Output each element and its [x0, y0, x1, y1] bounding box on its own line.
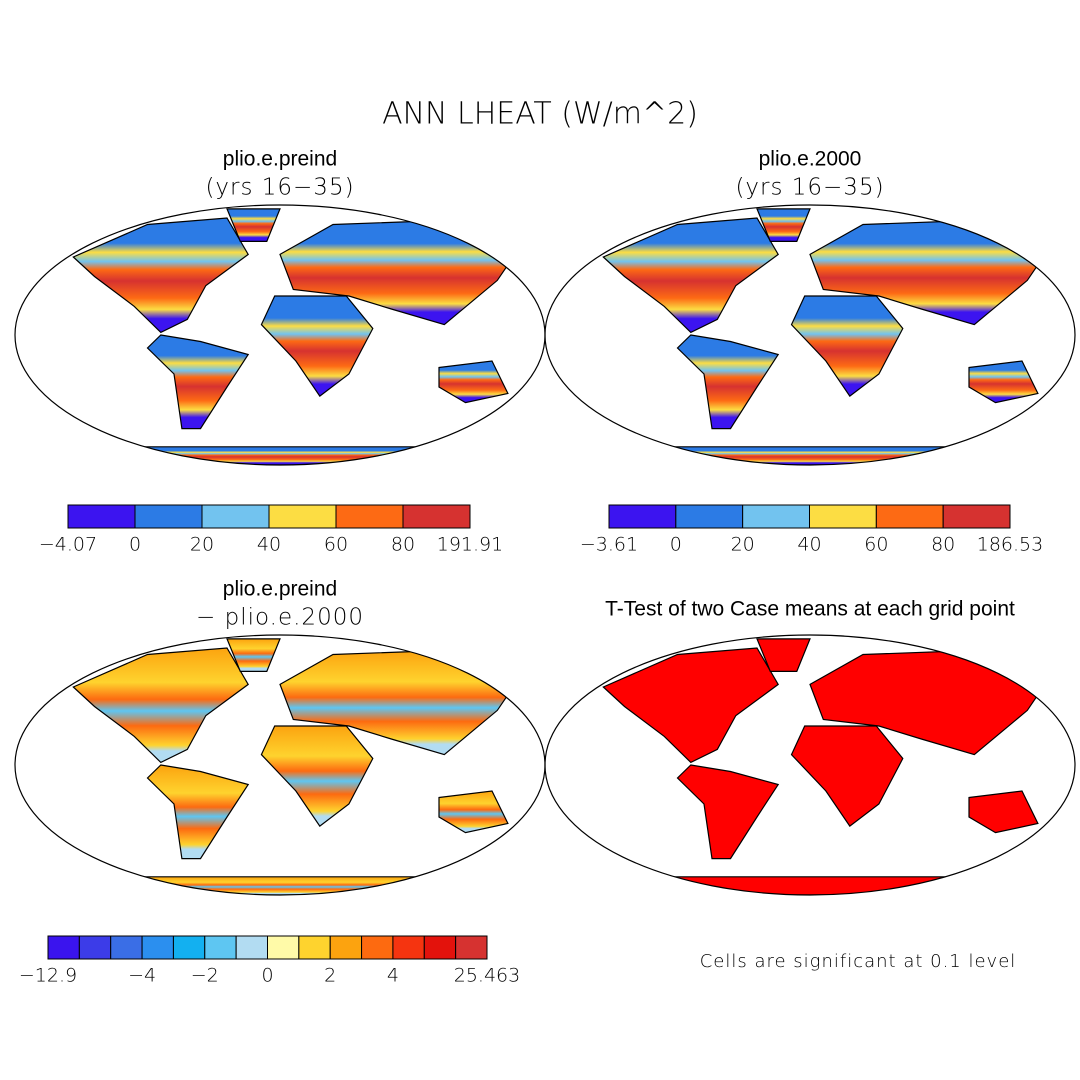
land [790, 295, 904, 397]
land [438, 360, 509, 404]
land [676, 764, 780, 860]
land [89, 446, 471, 465]
colorbar-label: 60 [864, 534, 888, 556]
map-border [544, 634, 1076, 896]
panel-title: T-Test of two Case means at each grid po… [605, 598, 1015, 621]
colorbar-box [392, 935, 425, 960]
land [676, 334, 780, 430]
land [790, 725, 904, 827]
colorbar-label: 60 [324, 534, 348, 556]
colorbar-box [172, 935, 206, 960]
land [756, 208, 811, 242]
colorbar-box [47, 935, 80, 960]
figure-title: ANN LHEAT (W/m^2) [382, 97, 698, 132]
colorbar-label: 80 [931, 534, 955, 556]
panel-title: plio.e.preind [223, 578, 337, 601]
land [968, 790, 1039, 834]
land [72, 217, 249, 334]
land [279, 219, 525, 326]
land [438, 790, 509, 834]
colorbar-label: 20 [190, 534, 214, 556]
land [72, 647, 249, 764]
colorbar-box [455, 935, 488, 960]
panel-subtitle: (yrs 16−35) [735, 175, 884, 201]
colorbar-label: 4 [387, 965, 399, 987]
colorbar-label: −2 [191, 965, 219, 987]
panel-note: Cells are significant at 0.1 level [700, 951, 1017, 972]
land [279, 649, 525, 756]
colorbar-box [78, 935, 112, 960]
land [619, 876, 1001, 895]
land [619, 446, 1001, 465]
land [89, 876, 471, 895]
colorbar-label: 0 [261, 965, 273, 987]
colorbar-box [204, 935, 237, 960]
land [146, 334, 250, 430]
colorbar-box [809, 504, 877, 529]
colorbar-label: 20 [731, 534, 755, 556]
land [756, 638, 811, 673]
colorbar-box [201, 504, 270, 529]
land [226, 638, 281, 673]
colorbar-label: 25.463 [454, 965, 520, 987]
colorbar-label: −4 [128, 965, 156, 987]
colorbar-label: 0 [129, 534, 141, 556]
colorbar-box [942, 504, 1011, 529]
land [226, 208, 281, 242]
land [968, 360, 1039, 404]
map [72, 208, 525, 465]
colorbar-box [134, 504, 203, 529]
land [260, 295, 374, 397]
land [809, 219, 1055, 326]
colorbar-box [402, 504, 471, 529]
panel-title: plio.e.preind [223, 148, 337, 171]
colorbar-label: 186.53 [977, 534, 1043, 556]
colorbar-box [268, 504, 337, 529]
colorbar-box [110, 935, 143, 960]
land [260, 725, 374, 827]
colorbar-label: −4.07 [39, 534, 97, 556]
colorbar-label: 40 [797, 534, 821, 556]
colorbar-label: 40 [257, 534, 281, 556]
land [602, 647, 779, 764]
land [146, 764, 250, 860]
map-border [544, 204, 1076, 466]
colorbar-box [361, 935, 394, 960]
map [602, 208, 1055, 465]
land [809, 649, 1055, 756]
colorbar-box [875, 504, 944, 529]
colorbar-box [335, 504, 404, 529]
colorbar-label: −12.9 [19, 965, 77, 987]
colorbar-box [141, 935, 174, 960]
land [602, 217, 779, 334]
colorbar-label: 0 [670, 534, 682, 556]
colorbar-label: 80 [391, 534, 415, 556]
map [72, 638, 525, 895]
colorbar-box [742, 504, 811, 529]
colorbar-box [423, 935, 457, 960]
colorbar-box [235, 935, 268, 960]
colorbar-box [329, 935, 363, 960]
colorbar-box [67, 504, 136, 529]
colorbar-box [298, 935, 331, 960]
colorbar-label: 191.91 [437, 534, 503, 556]
panel-title: plio.e.2000 [759, 148, 862, 171]
map [602, 638, 1055, 895]
colorbar-box [608, 504, 677, 529]
colorbar-label: −3.61 [580, 534, 638, 556]
colorbar-box [675, 504, 744, 529]
colorbar-label: 2 [324, 965, 336, 987]
colorbar-box [267, 935, 300, 960]
panel-subtitle: − plio.e.2000 [196, 605, 364, 631]
panel-subtitle: (yrs 16−35) [205, 175, 354, 201]
